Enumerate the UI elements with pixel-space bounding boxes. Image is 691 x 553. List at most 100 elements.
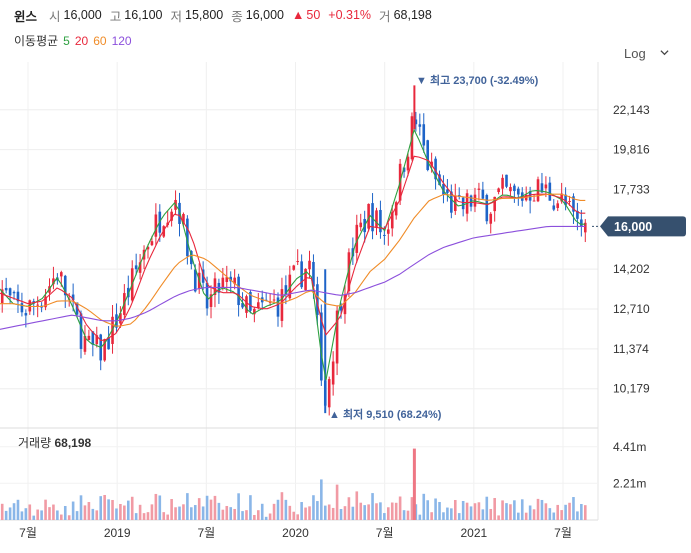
moving-average-legend[interactable]: 이동평균 5 20 60 120 [14, 32, 137, 49]
volume-bar [438, 501, 441, 520]
candle-body [402, 167, 406, 172]
volume-bar [383, 513, 386, 520]
scale-selector[interactable]: Log [624, 46, 646, 61]
current-price-label: 16,000 [614, 220, 652, 234]
volume-bar [509, 504, 512, 520]
volume-bar [426, 500, 430, 520]
volume-bar [103, 494, 106, 520]
volume-bar [213, 495, 217, 520]
volume-bar [371, 493, 374, 520]
candle-body [560, 193, 563, 202]
candle-body [213, 278, 217, 295]
ma-120-label: 120 [111, 34, 132, 48]
volume-bar [264, 516, 268, 520]
candle-body [379, 209, 382, 233]
candle-body [434, 158, 437, 180]
candle-body [95, 335, 99, 345]
volume-bar [560, 510, 563, 520]
volume-bar [304, 507, 307, 520]
volume-bar [256, 510, 260, 520]
volume-bar [237, 493, 240, 520]
candle-body [225, 277, 229, 282]
volume-bar [268, 513, 272, 520]
candle-body [63, 275, 67, 296]
chevron-down-icon[interactable] [660, 48, 669, 57]
y-tick-label: 10,179 [613, 382, 650, 396]
volume-bar [217, 502, 221, 520]
volume-bar [418, 514, 422, 520]
volume-bar [32, 515, 36, 520]
volume-bar [56, 510, 59, 520]
volume-bar [343, 506, 347, 520]
volume-bar [40, 510, 43, 520]
volume-bar [513, 500, 516, 520]
candle-body [568, 200, 571, 202]
candle-body [193, 269, 197, 292]
candle-body [513, 185, 516, 192]
y-tick-label: 17,733 [613, 182, 650, 196]
candle-body [367, 203, 370, 229]
volume-bar [36, 509, 39, 520]
candle-body [461, 197, 465, 210]
x-tick-label: 2020 [282, 526, 309, 540]
volume-bar [190, 507, 193, 520]
candle-body [52, 278, 55, 285]
candle-body [150, 241, 154, 246]
candle-body [331, 361, 335, 385]
volume-bar [548, 508, 552, 520]
volume-bar [430, 512, 433, 520]
candle-body [327, 379, 331, 408]
volume-bar [434, 498, 437, 520]
volume-tick-label: 2.21m [613, 476, 646, 490]
candle-body [394, 202, 398, 216]
volume-bar [442, 512, 445, 520]
volume-bar [91, 508, 95, 520]
candle-body [256, 302, 260, 308]
ma-60-line [0, 193, 586, 327]
close-label: 종 [231, 9, 243, 24]
volume-bar [335, 484, 339, 520]
volume-bar [300, 502, 303, 520]
volume-bar [186, 493, 189, 520]
volume-bar [280, 492, 284, 520]
volume-bar [99, 496, 103, 520]
volume-bar [583, 505, 587, 520]
candle-body [556, 203, 560, 208]
quote-header: 윈스 시 16,000 고 16,100 저 15,800 종 16,000 ▲ 50 +… [14, 6, 440, 24]
volume-bar [225, 505, 229, 520]
candle-body [580, 219, 583, 228]
volume-bar [260, 503, 264, 520]
open-label: 시 [49, 9, 61, 24]
volume-bar [387, 507, 390, 520]
candle-body [343, 294, 347, 315]
volume-bar [123, 505, 126, 520]
volume-bar [28, 504, 32, 520]
change-up-icon: ▲ [292, 8, 305, 22]
volume-bar [150, 504, 154, 520]
y-tick-label: 12,710 [613, 302, 650, 316]
volume-bar [422, 493, 426, 520]
volume-tick-label: 4.41m [613, 440, 646, 454]
moving-average-lines [0, 128, 586, 381]
candle-body [426, 140, 430, 170]
volume-bar [580, 504, 583, 520]
candle-body [170, 211, 173, 221]
volume-bar [461, 500, 465, 520]
volume-bar [162, 512, 166, 520]
candle-body [509, 187, 512, 192]
candle-body [190, 251, 193, 265]
volume-bar [182, 504, 185, 520]
volume-bar [67, 515, 71, 520]
volume-bar [193, 505, 197, 520]
candle-body [481, 189, 485, 199]
candle-body [359, 222, 363, 228]
candle-body [79, 313, 83, 349]
candle-body [182, 214, 185, 224]
volume-bar [20, 511, 24, 520]
volume-bar [359, 502, 363, 520]
volume-bar [0, 503, 4, 520]
stock-name: 윈스 [14, 9, 38, 24]
volume-bar [245, 510, 248, 520]
candle-body [552, 205, 556, 210]
